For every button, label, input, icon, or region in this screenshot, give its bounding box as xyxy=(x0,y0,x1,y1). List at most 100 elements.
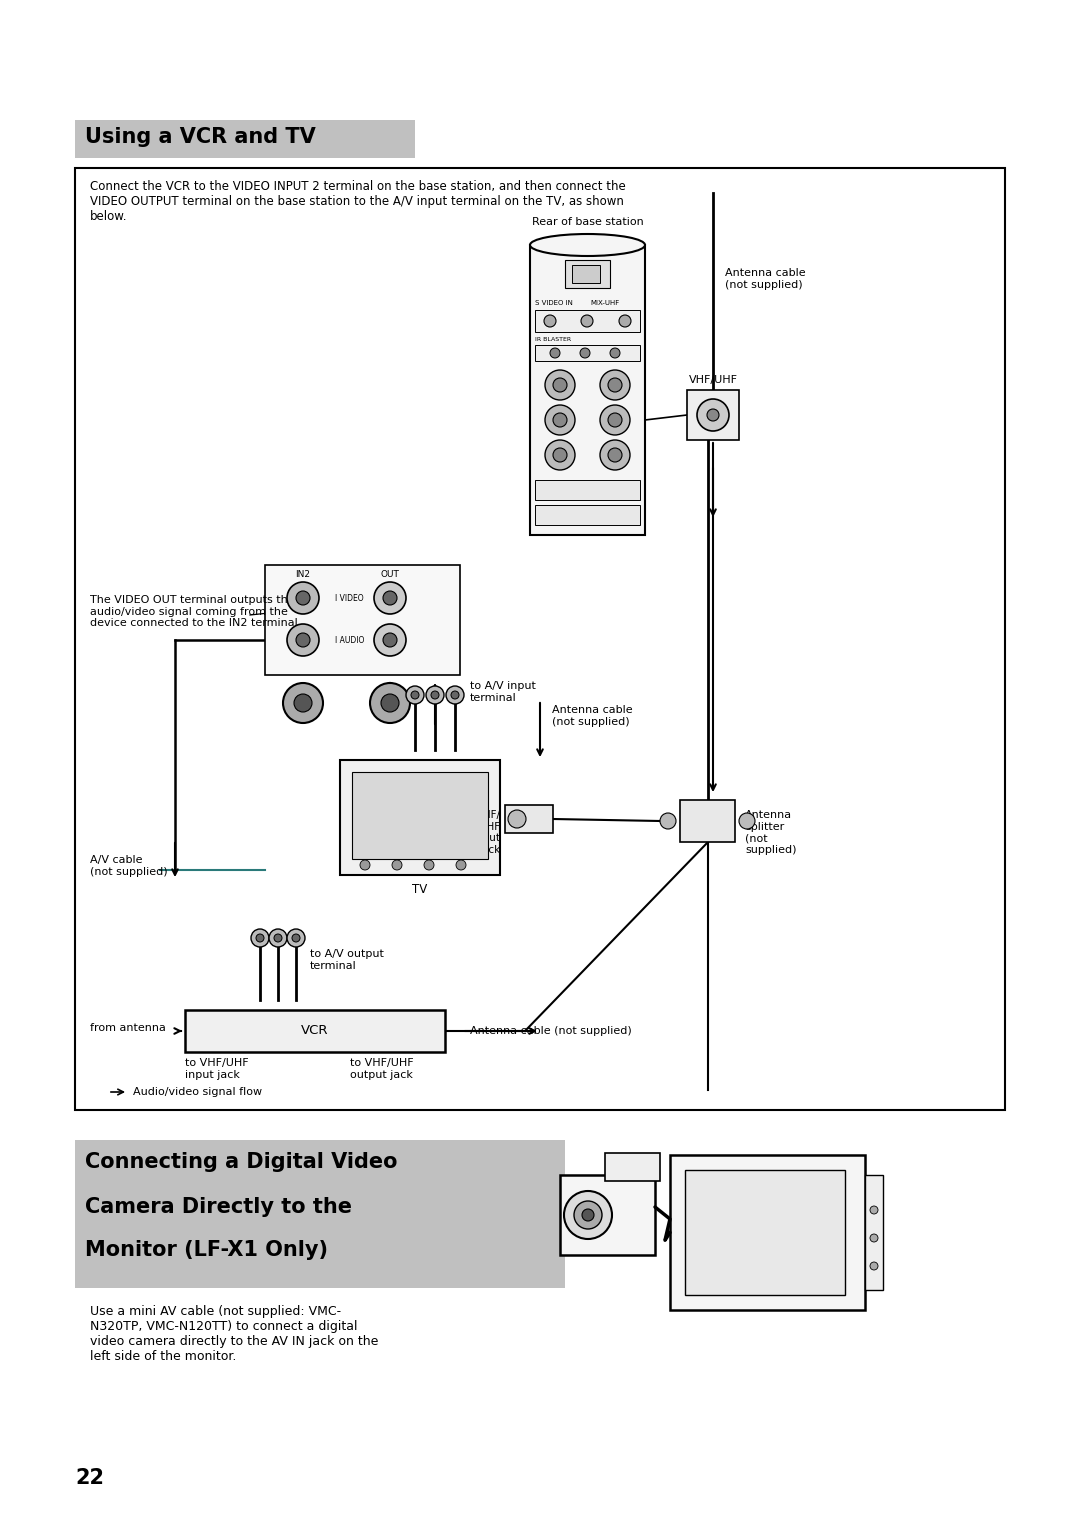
Circle shape xyxy=(580,348,590,358)
Circle shape xyxy=(553,413,567,426)
Text: to VHF/UHF
input jack: to VHF/UHF input jack xyxy=(185,1057,248,1080)
Circle shape xyxy=(697,399,729,431)
Text: VCR: VCR xyxy=(301,1024,328,1038)
Circle shape xyxy=(870,1235,878,1242)
Text: S VIDEO IN: S VIDEO IN xyxy=(535,299,572,306)
Ellipse shape xyxy=(530,234,645,257)
Circle shape xyxy=(426,686,444,704)
Circle shape xyxy=(545,370,575,400)
Text: Monitor (LF-X1 Only): Monitor (LF-X1 Only) xyxy=(85,1241,328,1261)
Text: A/V cable
(not supplied): A/V cable (not supplied) xyxy=(90,856,167,877)
Circle shape xyxy=(600,440,630,471)
Bar xyxy=(865,1175,883,1290)
Circle shape xyxy=(251,929,269,947)
Circle shape xyxy=(370,683,410,723)
Bar xyxy=(605,1154,660,1181)
Circle shape xyxy=(406,686,424,704)
Circle shape xyxy=(383,633,397,646)
Circle shape xyxy=(424,860,434,869)
Circle shape xyxy=(456,860,465,869)
Circle shape xyxy=(269,929,287,947)
Text: Rear of base station: Rear of base station xyxy=(531,217,644,228)
Bar xyxy=(75,1140,565,1288)
Circle shape xyxy=(283,683,323,723)
Circle shape xyxy=(610,348,620,358)
Bar xyxy=(535,345,640,361)
Circle shape xyxy=(550,348,561,358)
Bar xyxy=(352,772,488,859)
Text: Antenna cable
(not supplied): Antenna cable (not supplied) xyxy=(725,267,806,290)
Bar xyxy=(535,480,640,500)
Circle shape xyxy=(294,694,312,712)
Bar xyxy=(572,264,600,283)
Circle shape xyxy=(573,1201,602,1229)
Text: to VHF/UHF
output jack: to VHF/UHF output jack xyxy=(350,1057,414,1080)
Text: MIX-UHF: MIX-UHF xyxy=(590,299,619,306)
Circle shape xyxy=(660,813,676,830)
Bar xyxy=(685,1170,845,1296)
Circle shape xyxy=(296,633,310,646)
Text: 22: 22 xyxy=(75,1468,104,1488)
Circle shape xyxy=(553,377,567,393)
Bar xyxy=(565,260,610,287)
Circle shape xyxy=(545,405,575,435)
Text: I VIDEO: I VIDEO xyxy=(335,593,364,602)
Circle shape xyxy=(446,686,464,704)
Circle shape xyxy=(608,377,622,393)
Circle shape xyxy=(508,810,526,828)
Circle shape xyxy=(451,691,459,698)
Circle shape xyxy=(287,929,305,947)
Circle shape xyxy=(619,315,631,327)
Bar xyxy=(185,1010,445,1051)
Circle shape xyxy=(600,370,630,400)
Circle shape xyxy=(374,623,406,656)
Text: to A/V input
terminal: to A/V input terminal xyxy=(470,681,536,703)
Circle shape xyxy=(292,934,300,941)
Text: Antenna
splitter
(not
supplied): Antenna splitter (not supplied) xyxy=(745,810,797,854)
Circle shape xyxy=(544,315,556,327)
Bar xyxy=(670,1155,865,1309)
Circle shape xyxy=(383,591,397,605)
Text: IN2: IN2 xyxy=(296,570,311,579)
Circle shape xyxy=(707,410,719,422)
Circle shape xyxy=(870,1206,878,1215)
Circle shape xyxy=(582,1209,594,1221)
Text: The VIDEO OUT terminal outputs the
audio/video signal coming from the
device con: The VIDEO OUT terminal outputs the audio… xyxy=(90,594,301,628)
Circle shape xyxy=(739,813,755,830)
Bar xyxy=(535,310,640,332)
Bar xyxy=(687,390,739,440)
Text: Connecting a Digital Video: Connecting a Digital Video xyxy=(85,1152,397,1172)
Circle shape xyxy=(545,440,575,471)
Bar xyxy=(535,504,640,526)
Circle shape xyxy=(287,582,319,614)
Bar xyxy=(265,565,460,675)
Text: VHF/UHF: VHF/UHF xyxy=(689,374,738,385)
Text: TV: TV xyxy=(413,883,428,895)
Circle shape xyxy=(564,1190,612,1239)
Bar xyxy=(75,168,1005,1109)
Text: IR BLASTER: IR BLASTER xyxy=(535,338,571,342)
Text: Using a VCR and TV: Using a VCR and TV xyxy=(85,127,315,147)
Circle shape xyxy=(411,691,419,698)
Circle shape xyxy=(608,413,622,426)
Bar xyxy=(340,759,500,876)
Circle shape xyxy=(600,405,630,435)
Circle shape xyxy=(360,860,370,869)
Circle shape xyxy=(256,934,264,941)
Text: Camera Directly to the: Camera Directly to the xyxy=(85,1196,352,1216)
Circle shape xyxy=(608,448,622,461)
Bar xyxy=(75,121,415,157)
Text: Audio/video signal flow: Audio/video signal flow xyxy=(133,1086,262,1097)
Circle shape xyxy=(287,623,319,656)
Text: I AUDIO: I AUDIO xyxy=(335,636,364,645)
Circle shape xyxy=(553,448,567,461)
Circle shape xyxy=(374,582,406,614)
Text: to A/V output
terminal: to A/V output terminal xyxy=(310,949,383,970)
Text: Connect the VCR to the VIDEO INPUT 2 terminal on the base station, and then conn: Connect the VCR to the VIDEO INPUT 2 ter… xyxy=(90,180,625,223)
Text: OUT: OUT xyxy=(380,570,400,579)
Circle shape xyxy=(381,694,399,712)
Text: from antenna: from antenna xyxy=(90,1024,166,1033)
Circle shape xyxy=(274,934,282,941)
Bar xyxy=(561,1175,654,1254)
Circle shape xyxy=(392,860,402,869)
